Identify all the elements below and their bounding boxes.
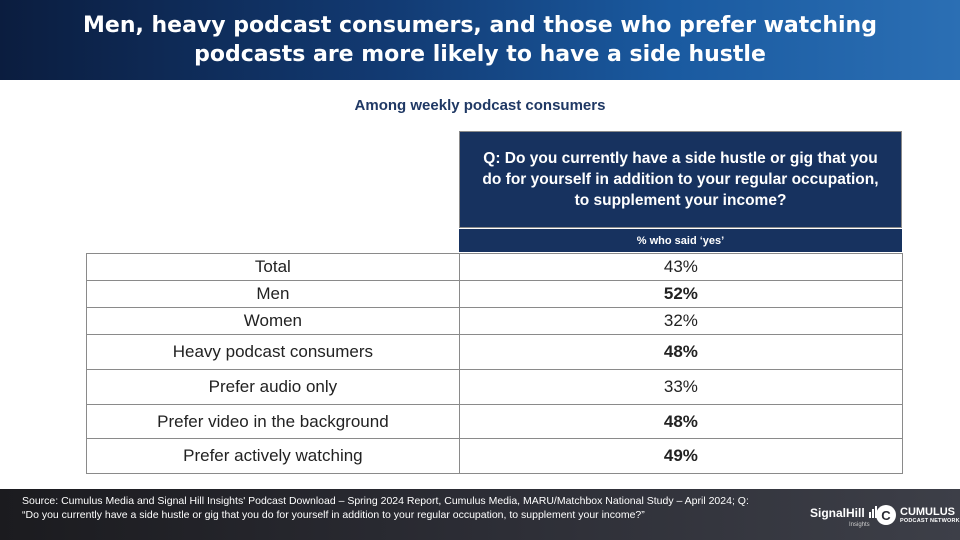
column-header: % who said ‘yes’ <box>459 229 902 252</box>
table-row: Prefer audio only 33% <box>86 369 904 405</box>
signal-hill-name: SignalHill <box>810 506 865 520</box>
results-table: Total 43% Men 52% Women 32% Heavy podcas… <box>86 253 904 474</box>
slide-subtitle: Among weekly podcast consumers <box>354 97 606 114</box>
column-header-text: % who said ‘yes’ <box>636 234 725 247</box>
row-value: 33% <box>458 369 904 405</box>
row-value: 49% <box>458 438 904 474</box>
slide-title: Men, heavy podcast consumers, and those … <box>83 13 877 67</box>
row-label: Heavy podcast consumers <box>86 334 460 370</box>
table-row: Prefer actively watching 49% <box>86 438 904 474</box>
cumulus-name: CUMULUS <box>900 506 955 518</box>
row-value: 48% <box>458 404 904 439</box>
title-banner: Men, heavy podcast consumers, and those … <box>0 0 960 80</box>
row-value: 48% <box>458 334 904 370</box>
row-label: Total <box>86 253 460 281</box>
cumulus-mark-letter: C <box>881 507 891 523</box>
row-label: Prefer actively watching <box>86 438 460 474</box>
row-label: Women <box>86 307 460 335</box>
table-row: Women 32% <box>86 307 904 335</box>
footer-bar <box>0 489 960 540</box>
table-row: Heavy podcast consumers 48% <box>86 334 904 370</box>
table-row: Men 52% <box>86 280 904 308</box>
row-label: Prefer audio only <box>86 369 460 405</box>
row-label: Prefer video in the background <box>86 404 460 439</box>
cumulus-tagline: PODCAST NETWORK <box>900 518 960 524</box>
table-row: Prefer video in the background 48% <box>86 404 904 439</box>
row-value: 32% <box>458 307 904 335</box>
row-label: Men <box>86 280 460 308</box>
question-header: Q: Do you currently have a side hustle o… <box>459 131 902 228</box>
source-note: Source: Cumulus Media and Signal Hill In… <box>22 495 749 521</box>
table-row: Total 43% <box>86 253 904 281</box>
cumulus-mark-icon: C <box>876 505 896 525</box>
signal-hill-logo: SignalHill <box>810 506 878 521</box>
row-value: 43% <box>458 253 904 281</box>
signal-hill-sub: Insights <box>849 522 870 528</box>
row-value: 52% <box>458 280 904 308</box>
question-text: Q: Do you currently have a side hustle o… <box>482 150 879 209</box>
